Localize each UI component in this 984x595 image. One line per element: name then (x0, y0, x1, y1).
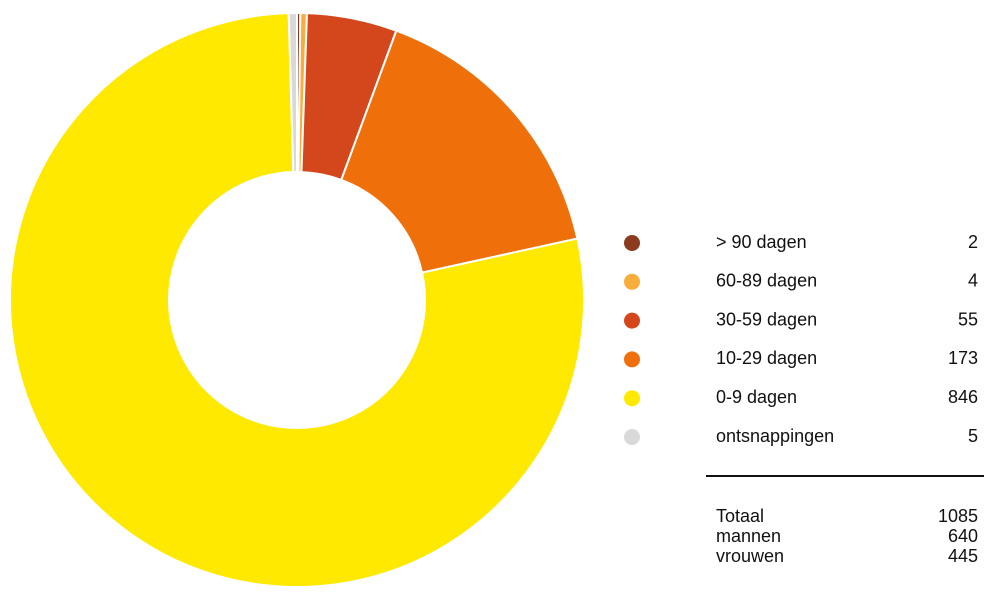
slice (339, 29, 579, 274)
legend-label: ontsnappingen (716, 426, 834, 446)
summary-value: 640 (948, 526, 978, 546)
summary-value: 1085 (938, 506, 978, 526)
slice (287, 11, 298, 174)
legend-label: > 90 dagen (716, 232, 807, 252)
legend-value: 173 (948, 348, 978, 368)
legend-swatch (624, 351, 640, 368)
legend-label: 10-29 dagen (716, 348, 817, 368)
legend-swatch (624, 390, 640, 407)
legend-swatch (624, 235, 640, 251)
legend-value: 4 (968, 271, 978, 291)
summary-label: vrouwen (716, 546, 784, 566)
summary-value: 445 (948, 546, 978, 566)
slice (9, 12, 585, 588)
legend-label: 0-9 dagen (716, 387, 797, 407)
legend-value: 55 (958, 309, 978, 329)
legend-label: 60-89 dagen (716, 271, 817, 291)
legend-swatch (624, 429, 640, 445)
legend-swatch (624, 312, 640, 329)
legend-value: 5 (968, 426, 978, 446)
summary-label: Totaal (716, 506, 764, 526)
summary-label: mannen (716, 526, 781, 546)
legend-value: 846 (948, 387, 978, 407)
legend-label: 30-59 dagen (716, 309, 817, 329)
legend-swatch (624, 273, 640, 290)
legend-value: 2 (968, 232, 978, 252)
